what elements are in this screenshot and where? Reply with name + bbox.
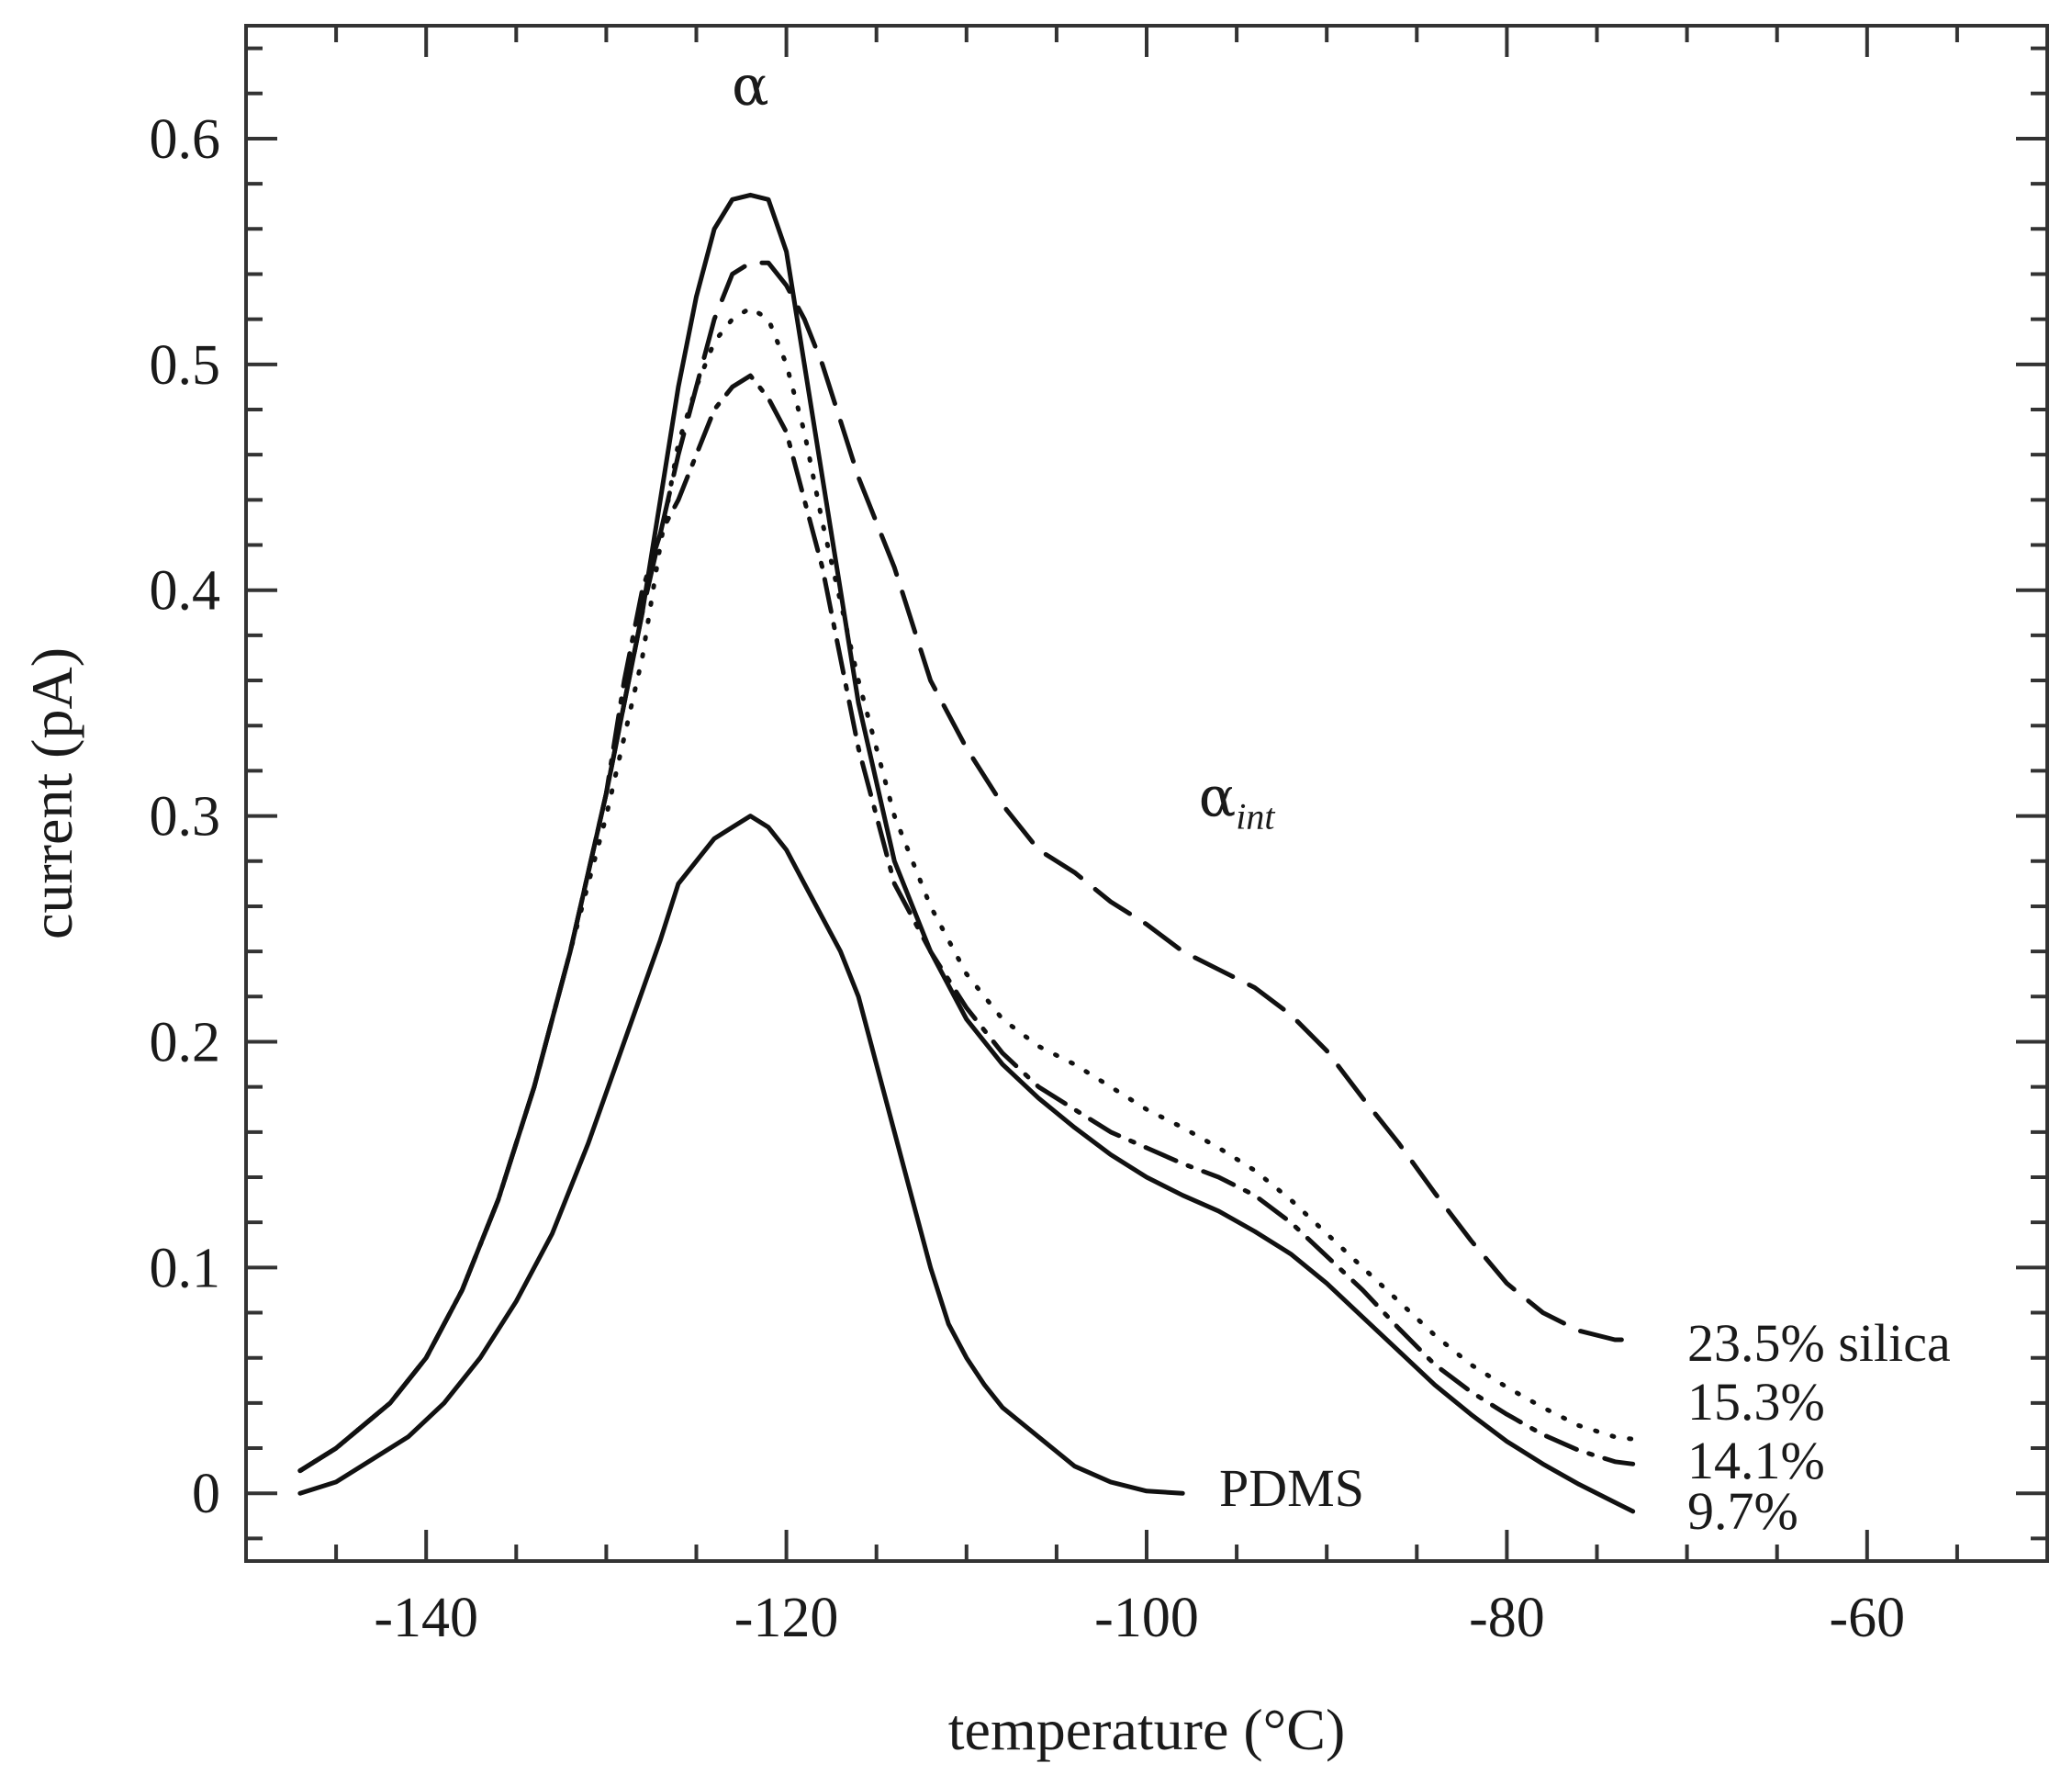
axis-ticks [246, 26, 2047, 1561]
x-tick-label: -60 [1829, 1587, 1905, 1649]
series-line-1 [297, 305, 1636, 1474]
series-label-2: 14.1% [1687, 1431, 1825, 1490]
series-line-2 [297, 373, 1636, 1474]
series-label-4: PDMS [1219, 1458, 1364, 1518]
y-tick-label: 0.4 [150, 560, 221, 623]
y-tick-label: 0.2 [150, 1011, 221, 1073]
x-tick-label: -140 [374, 1587, 478, 1649]
y-tick-label: 0.6 [150, 108, 221, 171]
tick-labels: -140 -120 -100 -80 -60 0 0.1 0.2 0.3 0.4 0.5 0.6 [150, 108, 1906, 1649]
series-label-0: 23.5% silica [1687, 1313, 1951, 1373]
y-tick-label: 0.1 [150, 1237, 221, 1299]
series-line-0 [297, 260, 1636, 1474]
x-tick-label: -80 [1469, 1587, 1545, 1649]
y-tick-label: 0.3 [150, 786, 221, 848]
x-axis-label: temperature (°C) [948, 1697, 1346, 1762]
y-tick-label: 0 [192, 1463, 220, 1525]
x-tick-label: -100 [1094, 1587, 1199, 1649]
series-label-3: 9.7% [1687, 1481, 1798, 1541]
y-axis-label: current (pA) [19, 647, 84, 939]
curves [297, 192, 1636, 1514]
series-label-1: 15.3% [1687, 1372, 1825, 1432]
annotation-0: α [732, 54, 769, 118]
y-tick-label: 0.5 [150, 334, 221, 397]
series-line-4 [297, 814, 1185, 1496]
annotation-1: αint [1199, 766, 1276, 837]
series-line-3 [297, 192, 1636, 1514]
x-tick-label: -120 [734, 1587, 839, 1649]
annotations: α αint [732, 54, 1275, 837]
